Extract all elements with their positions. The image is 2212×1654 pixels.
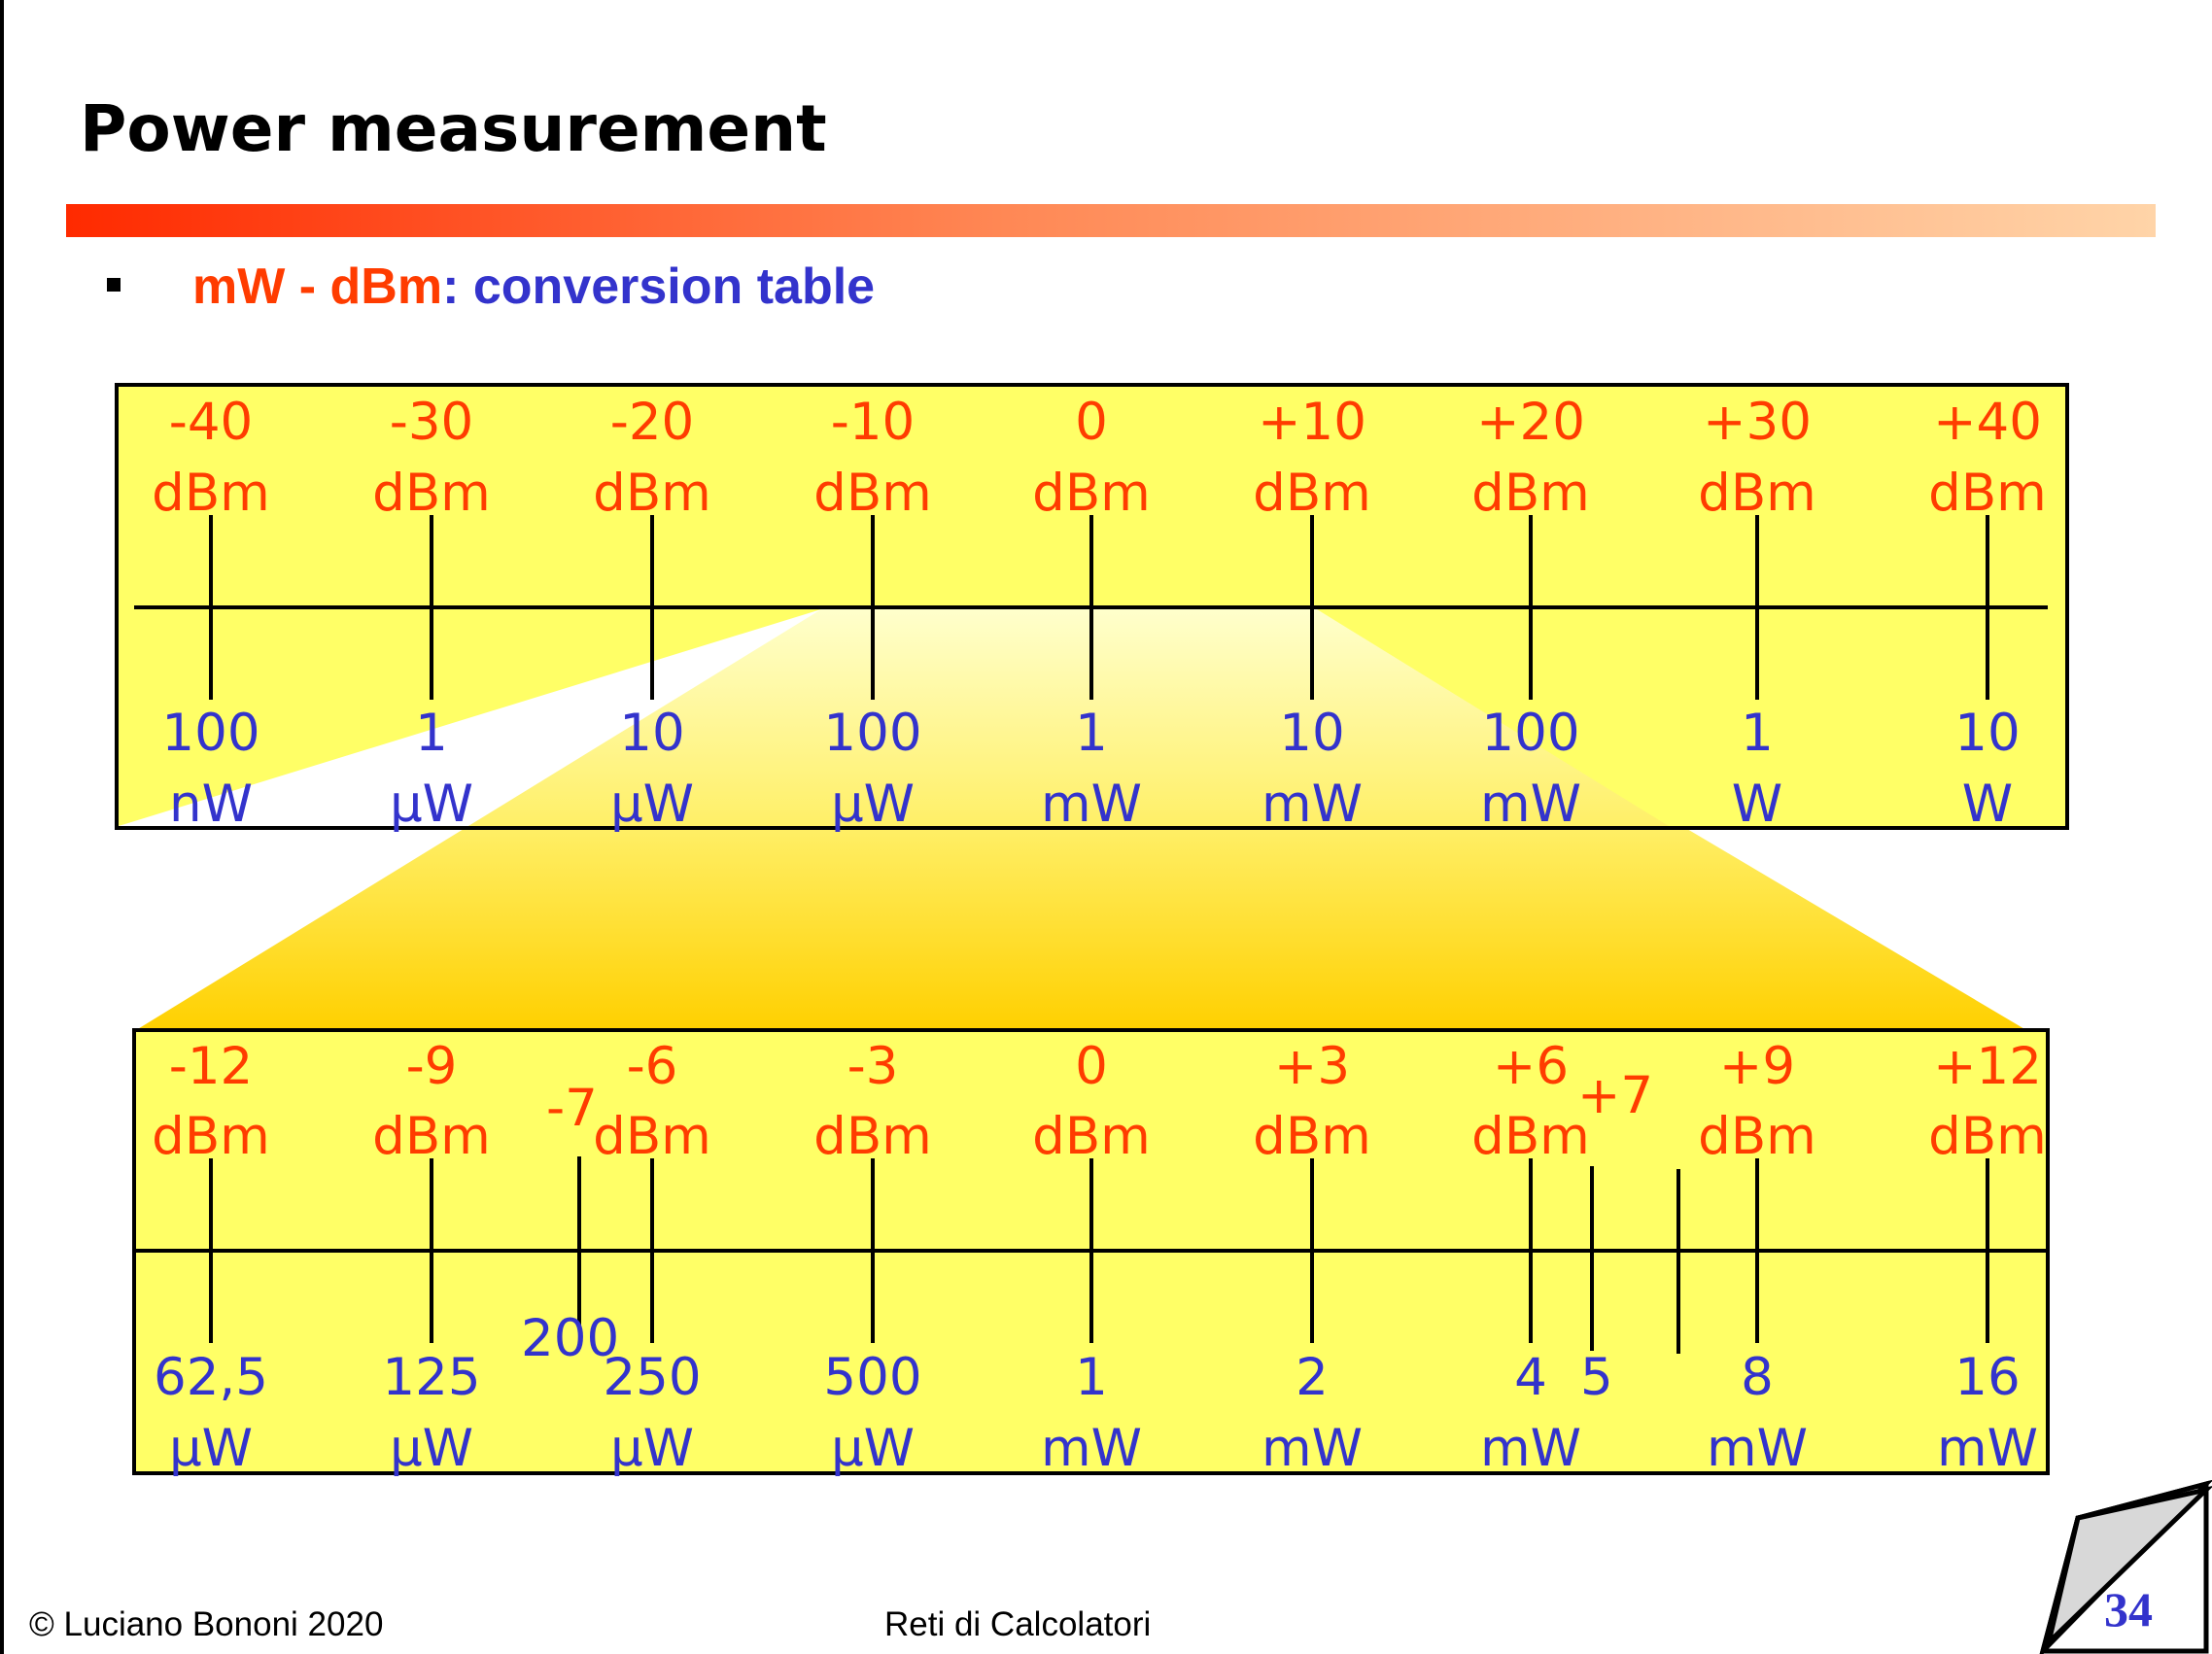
- bottom-dbm-value: -9: [406, 1037, 458, 1096]
- bullet-text-part1: mW - dBm: [192, 258, 442, 315]
- bottom-power-value: 500: [823, 1348, 921, 1407]
- top-power-unit: mW: [1262, 775, 1363, 834]
- top-scale-ticks: [209, 515, 1989, 700]
- bottom-scale-power-labels: 62,5 µW 125 µW 250 µW 500 µW 1 mW 2 mW 4 mW 8 mW 16 mW: [154, 1348, 2038, 1478]
- label-plus7: +7: [1577, 1066, 1653, 1125]
- bottom-power-unit: mW: [1041, 1419, 1142, 1478]
- footer-course: Reti di Calcolatori: [884, 1605, 1151, 1643]
- zoom-funnel: [136, 609, 2026, 1030]
- top-dbm-value: -40: [169, 393, 254, 452]
- top-power-unit: mW: [1041, 775, 1142, 834]
- top-dbm-value: -10: [831, 393, 916, 452]
- bottom-power-value: 250: [603, 1348, 701, 1407]
- bottom-power-value: 125: [382, 1348, 480, 1407]
- top-dbm-unit: dBm: [1928, 464, 2047, 523]
- top-dbm-unit: dBm: [813, 464, 932, 523]
- bottom-dbm-value: +9: [1719, 1037, 1795, 1096]
- top-dbm-unit: dBm: [372, 464, 491, 523]
- top-dbm-unit: dBm: [152, 464, 270, 523]
- top-dbm-value: +40: [1933, 393, 2042, 452]
- bottom-power-unit: mW: [1937, 1419, 2038, 1478]
- top-dbm-unit: dBm: [1698, 464, 1816, 523]
- page-number: 34: [2104, 1582, 2153, 1637]
- top-scale-power-labels: 100 nW 1 µW 10 µW 100 µW 1 mW 10 mW 100 mW 1 W 10 W: [161, 704, 2020, 834]
- top-power-value: 1: [1075, 704, 1108, 763]
- bottom-dbm-unit: dBm: [372, 1107, 491, 1166]
- top-power-unit: mW: [1480, 775, 1581, 834]
- bottom-power-value: 2: [1296, 1348, 1329, 1407]
- bottom-power-value: 8: [1741, 1348, 1774, 1407]
- bottom-dbm-value: +12: [1933, 1037, 2042, 1096]
- page-curl-icon: [2039, 1479, 2212, 1654]
- top-dbm-value: -30: [390, 393, 474, 452]
- top-dbm-unit: dBm: [1253, 464, 1371, 523]
- bottom-power-unit: µW: [831, 1419, 915, 1478]
- top-scale-dbm-labels: -40 dBm -30 dBm -20 dBm -10 dBm 0 dBm +10 dBm +20 dBm…: [152, 393, 2047, 523]
- bottom-power-unit: mW: [1480, 1419, 1581, 1478]
- bottom-dbm-value: +3: [1274, 1037, 1350, 1096]
- bottom-dbm-value: +6: [1493, 1037, 1569, 1096]
- bottom-power-unit: µW: [390, 1419, 473, 1478]
- top-power-unit: nW: [169, 775, 253, 834]
- label-5: 5: [1580, 1348, 1613, 1407]
- top-power-value: 10: [1954, 704, 2020, 763]
- bottom-power-unit: mW: [1707, 1419, 1808, 1478]
- top-power-value: 10: [1279, 704, 1344, 763]
- top-power-value: 1: [1741, 704, 1774, 763]
- bottom-dbm-unit: dBm: [1928, 1107, 2047, 1166]
- bottom-power-value: 16: [1954, 1348, 2020, 1407]
- bottom-dbm-unit: dBm: [1471, 1107, 1590, 1166]
- top-power-value: 10: [619, 704, 684, 763]
- top-scale: -40 dBm -30 dBm -20 dBm -10 dBm 0 dBm +10 dBm +20 dBm…: [115, 383, 2069, 834]
- top-dbm-value: +30: [1703, 393, 1812, 452]
- top-dbm-value: +20: [1476, 393, 1585, 452]
- bottom-power-value: 4: [1514, 1348, 1547, 1407]
- bottom-scale-dbm-labels: -12 dBm -9 dBm -6 dBm -3 dBm 0 dBm +3 dBm +6 dBm +9 dBm…: [152, 1037, 2047, 1166]
- label-200: 200: [521, 1309, 619, 1368]
- top-power-unit: µW: [390, 775, 473, 834]
- bottom-dbm-unit: dBm: [1032, 1107, 1151, 1166]
- bottom-power-value: 1: [1075, 1348, 1108, 1407]
- bottom-dbm-value: -6: [627, 1037, 678, 1096]
- bullet-text: mW - dBm: conversion table: [192, 258, 875, 315]
- bottom-power-unit: µW: [169, 1419, 253, 1478]
- bottom-power-unit: µW: [610, 1419, 694, 1478]
- bottom-dbm-value: -3: [847, 1037, 899, 1096]
- bottom-power-unit: mW: [1262, 1419, 1363, 1478]
- label-minus7: -7: [546, 1079, 598, 1138]
- bottom-dbm-value: 0: [1075, 1037, 1108, 1096]
- top-power-value: 100: [823, 704, 921, 763]
- bottom-dbm-unit: dBm: [593, 1107, 711, 1166]
- top-dbm-unit: dBm: [593, 464, 711, 523]
- bottom-dbm-unit: dBm: [813, 1107, 932, 1166]
- top-dbm-value: 0: [1075, 393, 1108, 452]
- bullet-marker-icon: [107, 278, 121, 292]
- top-power-value: 100: [161, 704, 259, 763]
- footer-copyright: © Luciano Bononi 2020: [29, 1605, 383, 1643]
- bottom-scale-frame: [132, 1028, 2050, 1475]
- bottom-scale-ticks: [209, 1158, 1989, 1343]
- bottom-dbm-unit: dBm: [1698, 1107, 1816, 1166]
- bottom-dbm-value: -12: [169, 1037, 254, 1096]
- top-dbm-unit: dBm: [1032, 464, 1151, 523]
- bottom-power-value: 62,5: [154, 1348, 268, 1407]
- top-power-unit: W: [1962, 775, 2013, 834]
- bullet-text-part2: : conversion table: [442, 258, 875, 315]
- bottom-dbm-unit: dBm: [1253, 1107, 1371, 1166]
- top-dbm-unit: dBm: [1471, 464, 1590, 523]
- title-underline-bar: [66, 204, 2156, 237]
- top-power-unit: µW: [610, 775, 694, 834]
- slide-title: Power measurement: [80, 91, 827, 166]
- top-power-unit: W: [1732, 775, 1782, 834]
- top-scale-frame: [115, 383, 2069, 830]
- top-power-value: 100: [1481, 704, 1579, 763]
- top-power-unit: µW: [831, 775, 915, 834]
- top-dbm-value: +10: [1258, 393, 1366, 452]
- top-power-value: 1: [415, 704, 448, 763]
- bottom-scale: -12 dBm -9 dBm -6 dBm -3 dBm 0 dBm +3 dBm +6 dBm +9 dBm…: [132, 1028, 2050, 1478]
- top-dbm-value: -20: [610, 393, 695, 452]
- bottom-dbm-unit: dBm: [152, 1107, 270, 1166]
